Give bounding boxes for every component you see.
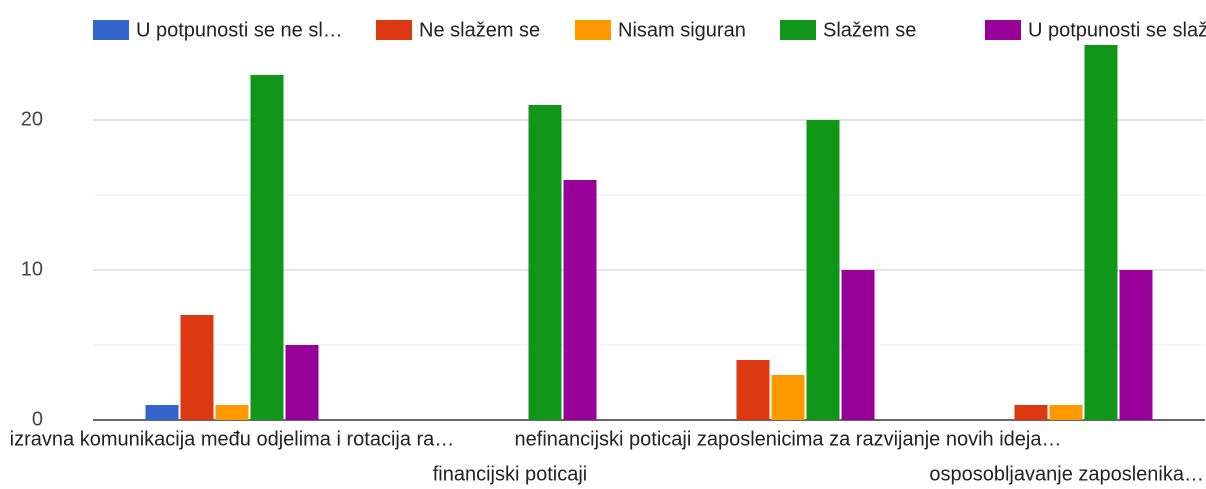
y-tick-label: 10	[21, 258, 43, 280]
legend-label: U potpunosti se slažem	[1028, 19, 1206, 41]
y-tick-label: 0	[32, 408, 43, 430]
bar	[563, 180, 597, 420]
bar	[215, 405, 249, 420]
x-tick-label: osposobljavanje zaposlenika…	[929, 463, 1204, 485]
bar	[145, 405, 179, 420]
bar	[285, 345, 319, 420]
y-tick-label: 20	[21, 108, 43, 130]
bar	[180, 315, 214, 420]
bar	[771, 375, 805, 420]
bar	[1049, 405, 1083, 420]
x-tick-label: izravna komunikacija među odjelima i rot…	[10, 428, 455, 450]
legend-label: Slažem se	[823, 19, 916, 41]
bar	[1014, 405, 1048, 420]
x-tick-label: nefinancijski poticaji zaposlenicima za …	[515, 428, 1062, 450]
legend-label: U potpunosti se ne sl…	[136, 19, 343, 41]
legend-swatch	[985, 20, 1021, 40]
bar	[1119, 270, 1153, 420]
bar	[1084, 45, 1118, 420]
legend-swatch	[575, 20, 611, 40]
legend-label: Ne slažem se	[419, 19, 540, 41]
bar	[250, 75, 284, 420]
bar	[841, 270, 875, 420]
legend-label: Nisam siguran	[618, 19, 746, 41]
bar	[806, 120, 840, 420]
bar	[528, 105, 562, 420]
bar	[736, 360, 770, 420]
legend-swatch	[780, 20, 816, 40]
legend-swatch	[376, 20, 412, 40]
legend-swatch	[93, 20, 129, 40]
x-tick-label: financijski poticaji	[433, 463, 588, 485]
